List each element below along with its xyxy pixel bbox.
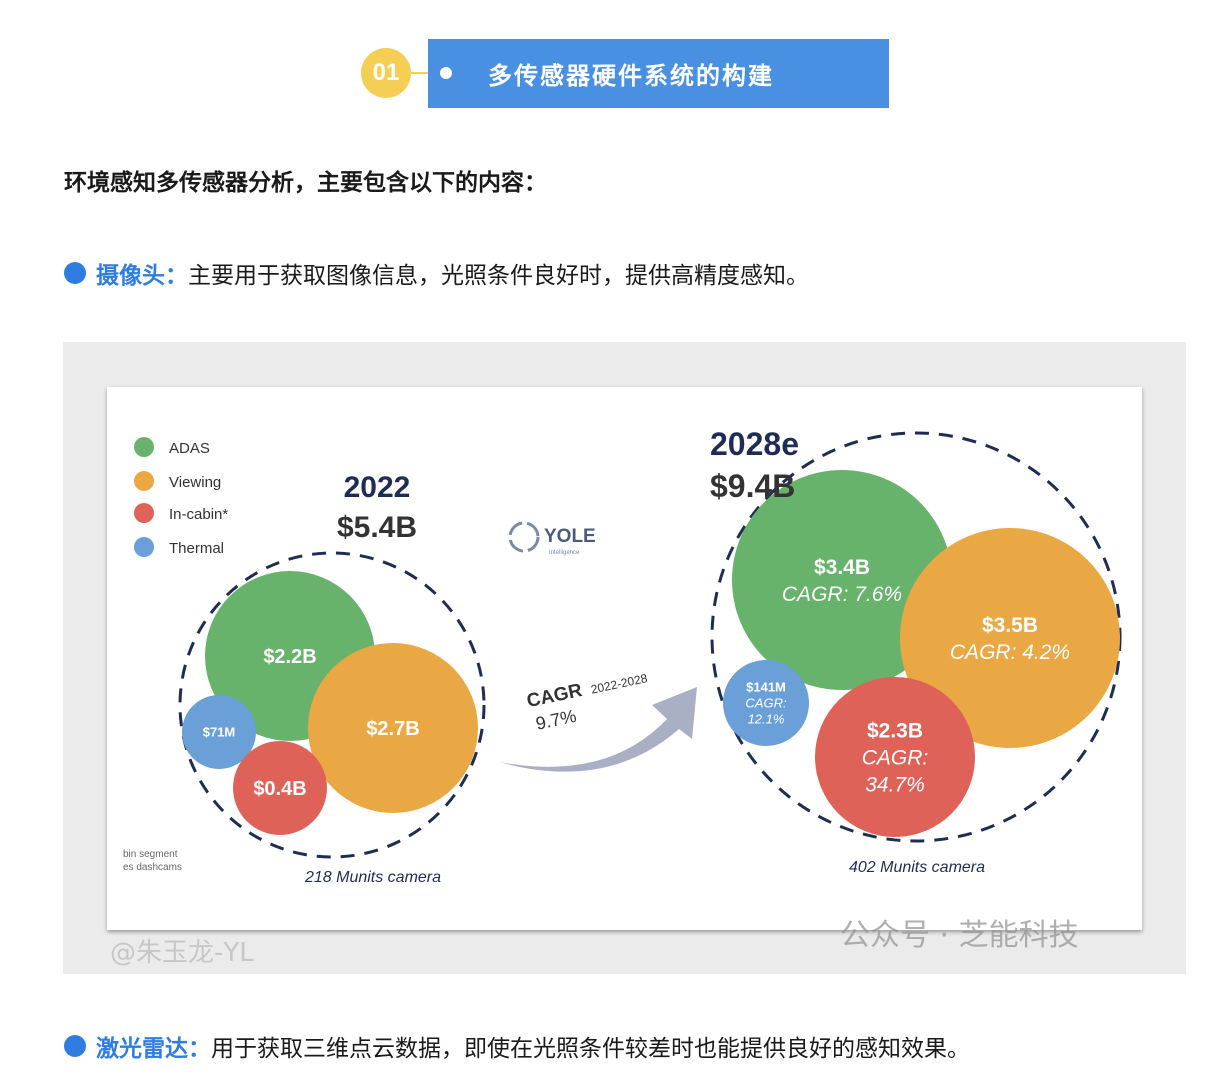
- bullet-dot-icon: [64, 1035, 86, 1057]
- connector-dot: [440, 67, 452, 79]
- units-label: 218 Munits camera: [304, 869, 441, 886]
- legend-label: Thermal: [169, 540, 224, 557]
- bubble-label: $3.4B: [814, 556, 870, 579]
- footnote: es dashcams: [123, 862, 182, 873]
- bubble-adas: [732, 470, 952, 690]
- bullet-lidar: 激光雷达： 用于获取三维点云数据，即使在光照条件较差时也能提供良好的感知效果。: [64, 1029, 970, 1063]
- legend-label: In-cabin*: [169, 506, 228, 523]
- bubble-label: 12.1%: [748, 712, 785, 727]
- bubble-label: 34.7%: [865, 773, 925, 796]
- bullet-dot-icon: [64, 262, 86, 284]
- bullet-camera: 摄像头： 主要用于获取图像信息，光照条件良好时，提供高精度感知。: [64, 256, 809, 290]
- bubble-label: $71M: [203, 725, 236, 740]
- total-ring: [710, 431, 1122, 843]
- watermark: 公众号 · 芝能科技: [840, 918, 1079, 953]
- bullet-text: 用于获取三维点云数据，即使在光照条件较差时也能提供良好的感知效果。: [211, 1036, 970, 1062]
- cagr-label: CAGR: [525, 680, 584, 712]
- bubble-label: $2.3B: [867, 719, 923, 742]
- logo-subtext: Intelligence: [549, 550, 580, 556]
- bubble-label: CAGR: 7.6%: [782, 583, 902, 606]
- legend-swatch: [134, 437, 154, 457]
- chart-slide: ADAS Viewing In-cabin* Thermal $2.2B $2.7B $71…: [107, 387, 1142, 930]
- bubble-label: CAGR: 4.2%: [950, 641, 1070, 664]
- bubble-in-cabin: [815, 677, 975, 837]
- legend-swatch: [134, 503, 154, 523]
- cagr-period: 2022-2028: [590, 671, 649, 697]
- section-number-badge: 01: [361, 48, 411, 98]
- page-watermark: @朱玉龙-YL: [110, 938, 254, 968]
- bubble-thermal: [182, 695, 256, 769]
- bubble-viewing: [900, 528, 1120, 748]
- bubble-label: $2.7B: [366, 718, 419, 740]
- legend-swatch: [134, 471, 154, 491]
- bullet-label: 摄像头：: [96, 263, 188, 289]
- bubble-label: $2.2B: [263, 646, 316, 668]
- bubble-label: $141M: [746, 680, 786, 695]
- units-label: 402 Munits camera: [849, 859, 985, 876]
- bubble-in-cabin: [233, 741, 327, 835]
- bubble-label: $3.5B: [982, 614, 1038, 637]
- cagr-value: 9.7%: [534, 706, 578, 734]
- year-label: 2028e: [710, 426, 799, 462]
- bullet-label: 激光雷达：: [96, 1036, 211, 1062]
- intro-text: 环境感知多传感器分析，主要包含以下的内容：: [64, 170, 547, 196]
- bubble-thermal: [723, 660, 809, 746]
- bubble-label: CAGR:: [745, 696, 787, 711]
- bubble-label: $0.4B: [253, 778, 306, 800]
- cagr-annotation: CAGR 2022-2028 9.7%: [525, 671, 649, 734]
- section-title: 多传感器硬件系统的构建: [428, 39, 889, 108]
- total-ring: [178, 551, 486, 859]
- bubble-chart: ADAS Viewing In-cabin* Thermal $2.2B $2.7B $71…: [123, 426, 1122, 886]
- legend-label: ADAS: [169, 440, 210, 457]
- bubble-viewing: [308, 643, 478, 813]
- total-label: $5.4B: [337, 511, 417, 544]
- growth-arrow: [499, 687, 697, 772]
- legend-swatch: [134, 537, 154, 557]
- footnote: bin segment: [123, 849, 178, 860]
- legend-label: Viewing: [169, 474, 221, 491]
- bullet-text: 主要用于获取图像信息，光照条件良好时，提供高精度感知。: [188, 263, 809, 289]
- bubble-label: CAGR:: [862, 746, 929, 769]
- year-label: 2022: [344, 471, 411, 504]
- total-label: $9.4B: [710, 468, 795, 504]
- logo-text: YOLE: [544, 526, 596, 547]
- yole-logo-icon: [508, 521, 540, 553]
